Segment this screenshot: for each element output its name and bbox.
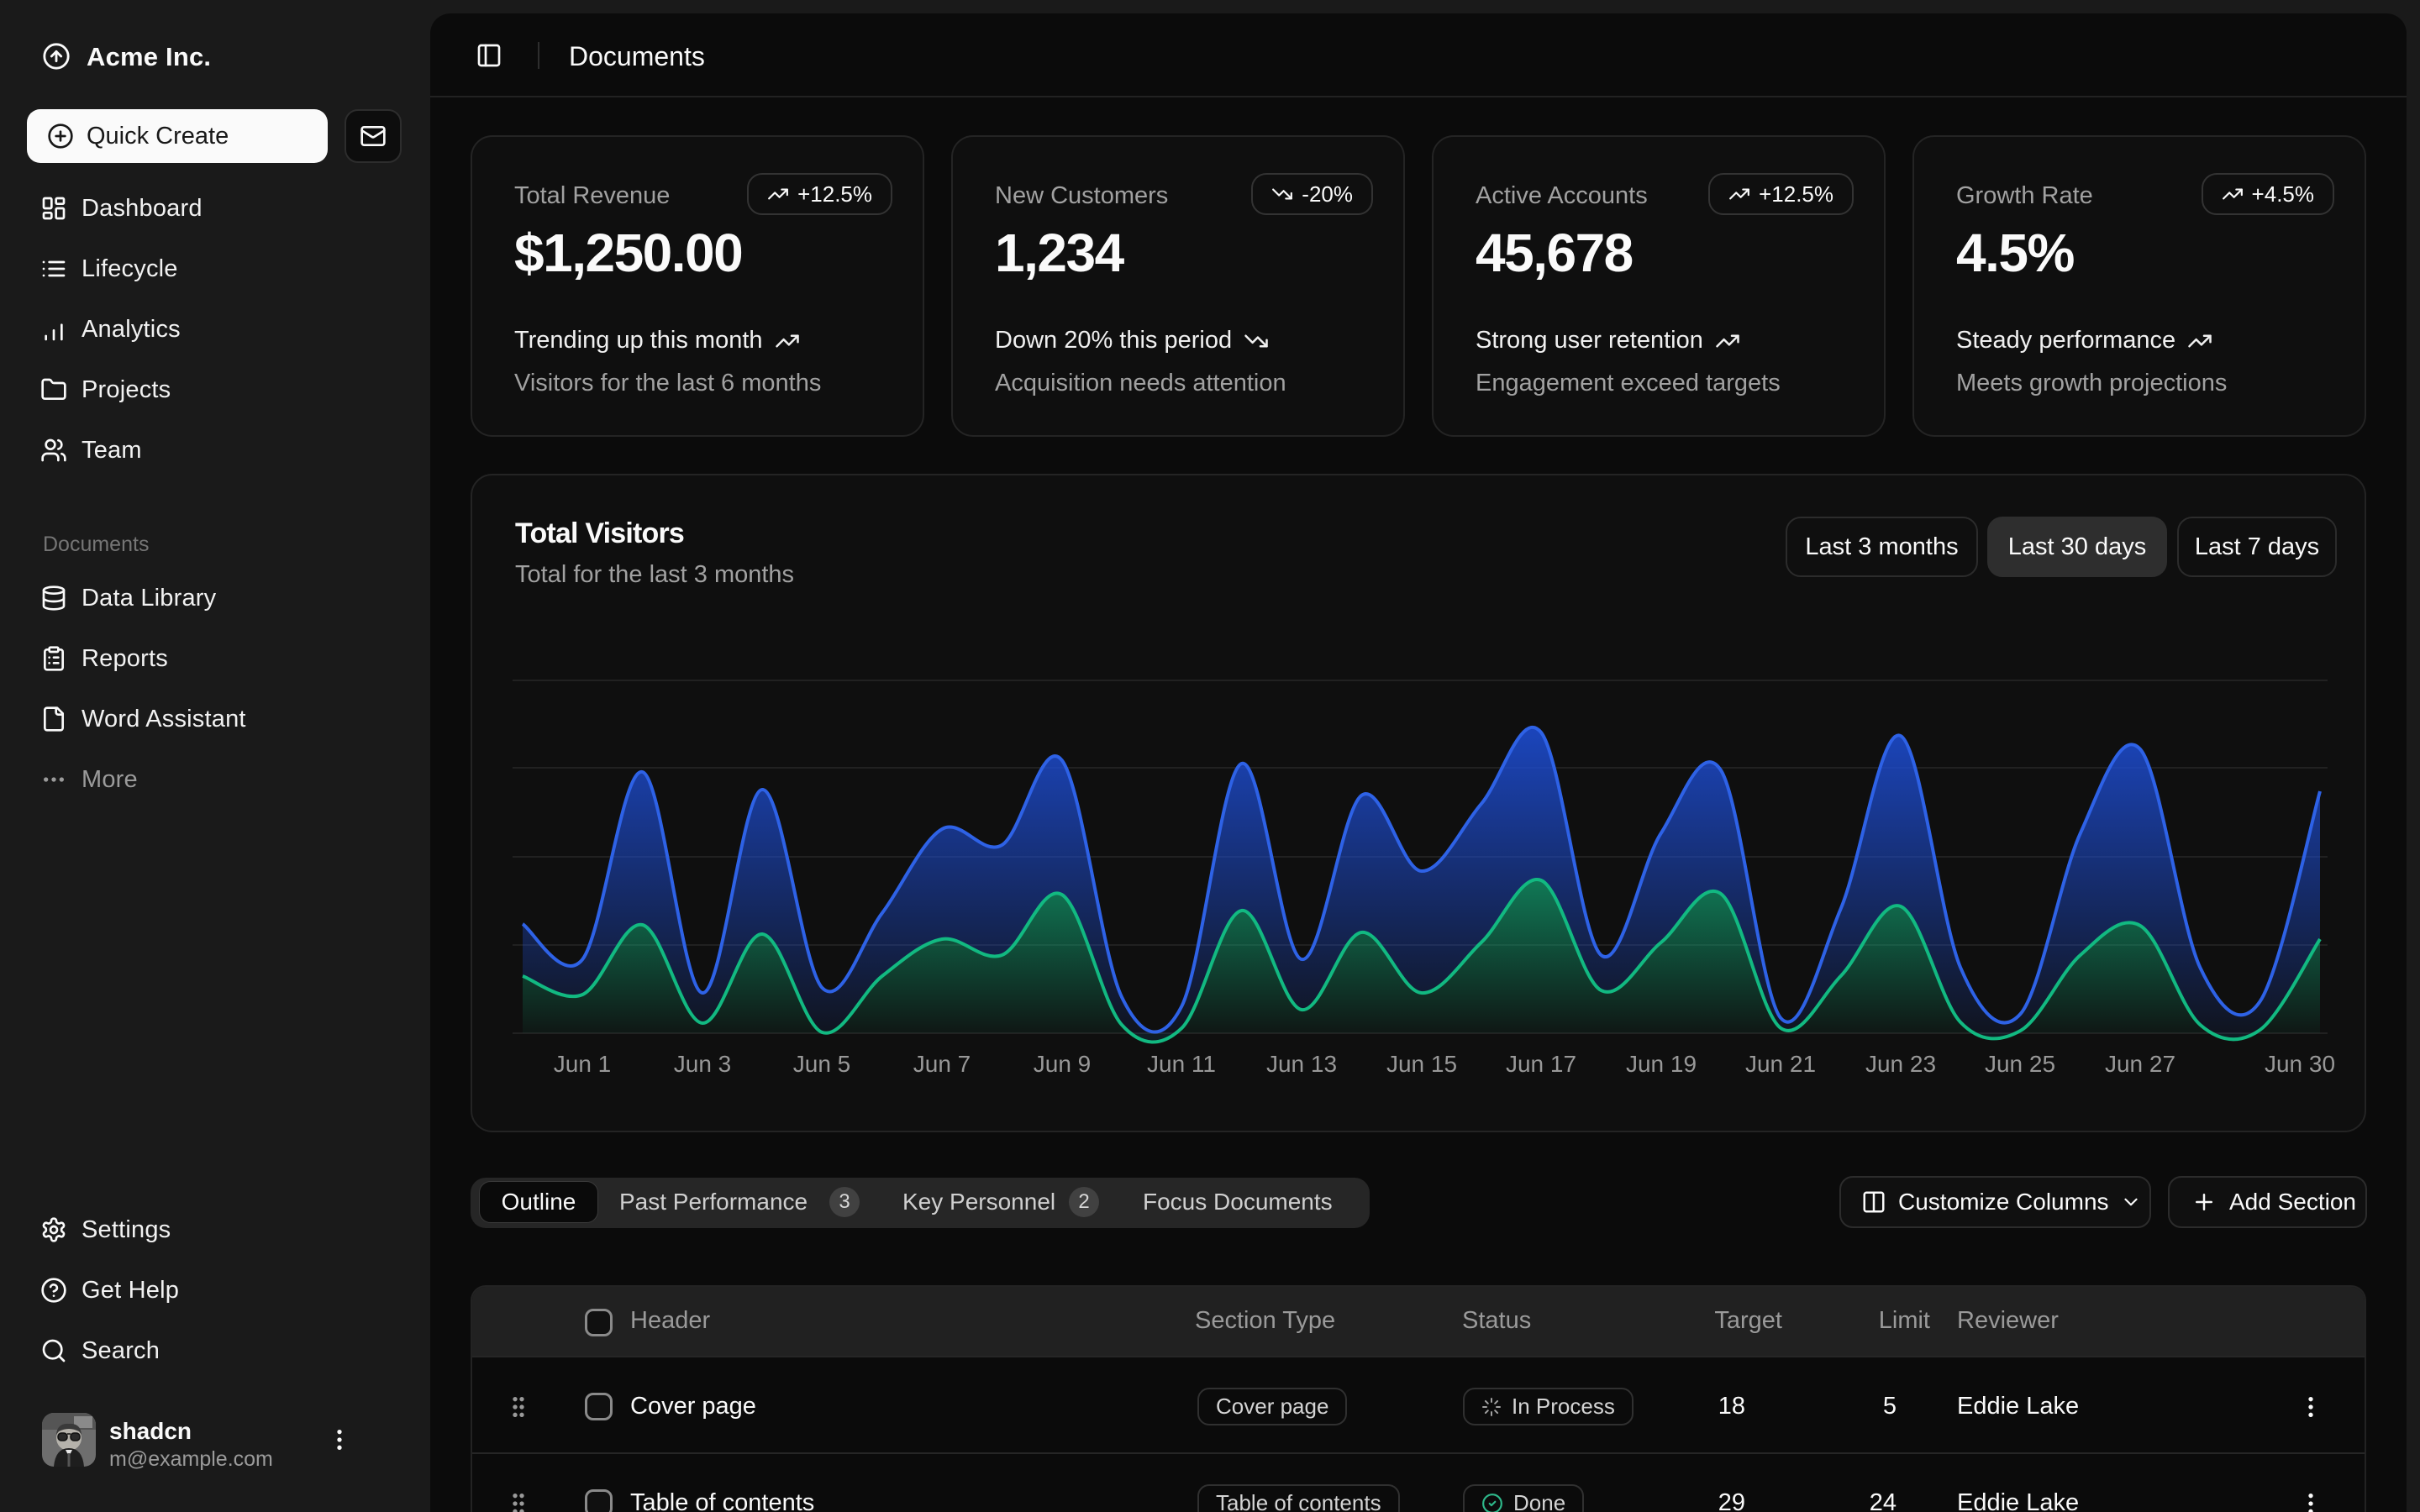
svg-text:Jun 17: Jun 17 [1506,1051,1576,1077]
svg-text:Jun 1: Jun 1 [554,1051,612,1077]
svg-text:Jun 11: Jun 11 [1147,1051,1216,1077]
svg-text:Jun 27: Jun 27 [2105,1051,2175,1077]
svg-text:Jun 13: Jun 13 [1266,1051,1337,1077]
svg-text:Jun 23: Jun 23 [1865,1051,1936,1077]
svg-text:Jun 19: Jun 19 [1626,1051,1697,1077]
svg-text:Jun 3: Jun 3 [674,1051,732,1077]
svg-text:Jun 21: Jun 21 [1745,1051,1816,1077]
svg-text:Jun 7: Jun 7 [913,1051,971,1077]
svg-text:Jun 15: Jun 15 [1386,1051,1457,1077]
svg-text:Jun 30: Jun 30 [2265,1051,2335,1077]
svg-text:Jun 25: Jun 25 [1985,1051,2055,1077]
svg-text:Jun 5: Jun 5 [793,1051,851,1077]
svg-text:Jun 9: Jun 9 [1034,1051,1092,1077]
